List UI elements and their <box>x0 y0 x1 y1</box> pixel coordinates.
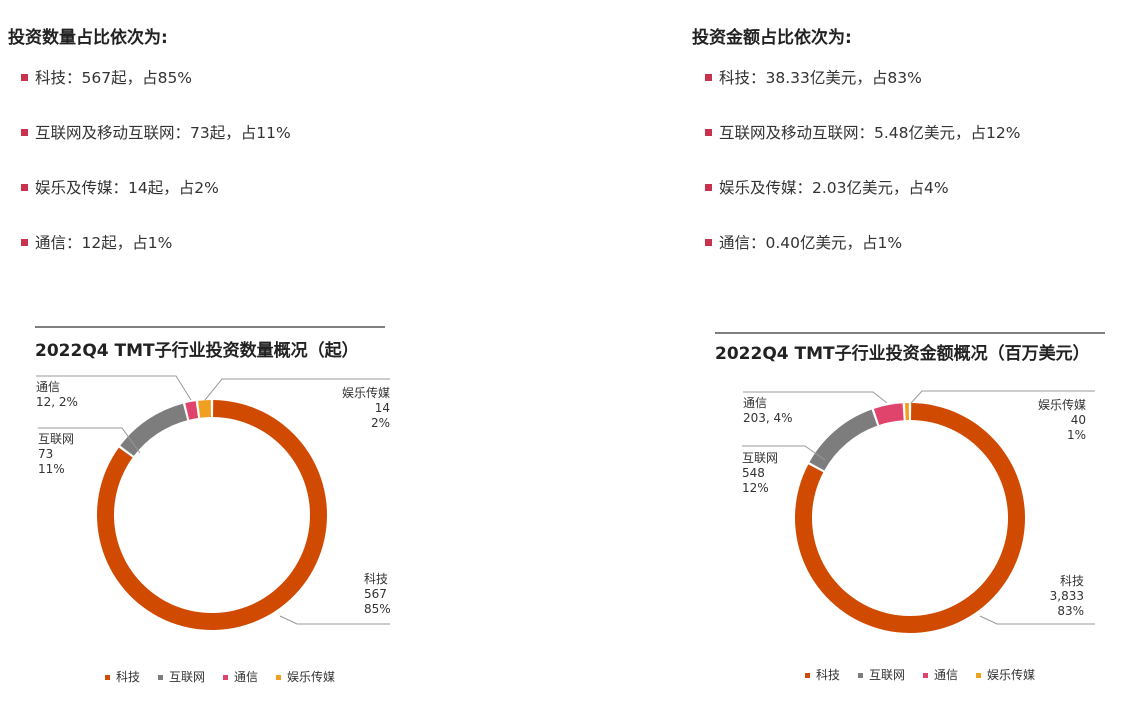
data-label-category: 科技 <box>364 572 388 586</box>
data-label-value: 1% <box>1067 428 1086 442</box>
legend-swatch <box>158 675 163 680</box>
left-column: 投资数量占比依次为: 科技：567起，占85% 互联网及移动互联网：73起，占1… <box>8 0 428 286</box>
donut-slice-通信 <box>185 401 199 420</box>
data-label-value: 567 <box>364 587 387 601</box>
data-label-category: 通信 <box>36 380 60 394</box>
chart-amount: 2022Q4 TMT子行业投资金额概况（百万美元） 科技 3,833 83% 互联网 54… <box>680 300 1125 706</box>
legend-swatch <box>976 673 981 678</box>
list-item-text: 互联网及移动互联网：5.48亿美元，占12% <box>719 124 1021 142</box>
data-label-category: 娱乐传媒 <box>342 385 390 400</box>
data-label-value: 2% <box>371 416 390 430</box>
data-label-value: 12, 2% <box>36 395 78 409</box>
legend-swatch <box>923 673 928 678</box>
leader-line <box>36 375 192 401</box>
list-item: 娱乐及传媒：14起，占2% <box>8 176 428 231</box>
list-item: 通信：12起，占1% <box>8 231 428 286</box>
right-list: 科技：38.33亿美元，占83% 互联网及移动互联网：5.48亿美元，占12% … <box>692 66 1112 286</box>
square-bullet-icon <box>21 129 28 136</box>
chart-title: 2022Q4 TMT子行业投资数量概况（起） <box>35 340 359 361</box>
square-bullet-icon <box>21 74 28 81</box>
data-label-category: 通信 <box>743 396 767 410</box>
legend-swatch <box>276 675 281 680</box>
leader-line <box>279 615 390 625</box>
data-label-value: 73 <box>38 447 53 461</box>
legend-label: 互联网 <box>869 668 905 682</box>
legend-swatch <box>858 673 863 678</box>
data-label-value: 85% <box>364 602 391 616</box>
chart-title: 2022Q4 TMT子行业投资金额概况（百万美元） <box>715 343 1090 364</box>
chart-count: 2022Q4 TMT子行业投资数量概况（起） 科技 567 85% 互联网 73 11% 通信… <box>0 300 560 706</box>
donut-slice-娱乐传媒 <box>198 400 211 418</box>
data-label-value: 548 <box>742 466 765 480</box>
data-label-value: 11% <box>38 462 65 476</box>
right-column: 投资金额占比依次为: 科技：38.33亿美元，占83% 互联网及移动互联网：5.… <box>692 0 1112 286</box>
legend-swatch <box>223 675 228 680</box>
donut-chart-count: 2022Q4 TMT子行业投资数量概况（起）科技56785%互联网7311%通信… <box>35 326 391 684</box>
data-label-value: 40 <box>1071 413 1086 427</box>
legend-label: 科技 <box>116 670 140 684</box>
list-item: 娱乐及传媒：2.03亿美元，占4% <box>692 176 1112 231</box>
list-item: 互联网及移动互联网：5.48亿美元，占12% <box>692 121 1112 176</box>
leader-line <box>38 427 141 454</box>
list-item-text: 娱乐及传媒：2.03亿美元，占4% <box>719 179 949 197</box>
data-label-value: 83% <box>1057 604 1084 618</box>
data-label-category: 娱乐传媒 <box>1038 397 1086 412</box>
legend-label: 娱乐传媒 <box>987 667 1035 682</box>
square-bullet-icon <box>21 239 28 246</box>
list-item-text: 科技：38.33亿美元，占83% <box>719 69 922 87</box>
leader-line <box>742 445 826 461</box>
square-bullet-icon <box>705 129 712 136</box>
square-bullet-icon <box>705 74 712 81</box>
list-item-text: 通信：0.40亿美元，占1% <box>719 234 903 252</box>
leader-line <box>910 390 1095 404</box>
list-item-text: 科技：567起，占85% <box>35 69 193 87</box>
data-label-category: 互联网 <box>38 432 74 446</box>
legend-label: 互联网 <box>169 670 205 684</box>
list-item-text: 互联网及移动互联网：73起，占11% <box>35 124 291 142</box>
list-item: 科技：38.33亿美元，占83% <box>692 66 1112 121</box>
left-list: 科技：567起，占85% 互联网及移动互联网：73起，占11% 娱乐及传媒：14… <box>8 66 428 286</box>
list-item: 科技：567起，占85% <box>8 66 428 121</box>
data-label-value: 203, 4% <box>743 411 793 425</box>
data-label-value: 14 <box>375 401 390 415</box>
square-bullet-icon <box>705 239 712 246</box>
donut-slice-娱乐传媒 <box>904 403 909 421</box>
list-item: 互联网及移动互联网：73起，占11% <box>8 121 428 176</box>
right-heading: 投资金额占比依次为: <box>692 28 852 48</box>
legend-swatch <box>105 675 110 680</box>
donut-slice-互联网 <box>809 409 878 471</box>
data-label-value: 12% <box>742 481 769 495</box>
list-item-text: 通信：12起，占1% <box>35 234 173 252</box>
donut-slice-互联网 <box>120 403 188 456</box>
square-bullet-icon <box>705 184 712 191</box>
left-heading: 投资数量占比依次为: <box>8 28 168 48</box>
leader-line <box>979 615 1095 625</box>
legend-label: 通信 <box>934 668 958 682</box>
legend-label: 娱乐传媒 <box>287 669 335 684</box>
leader-line <box>204 378 390 401</box>
legend-label: 通信 <box>234 670 258 684</box>
legend-swatch <box>805 673 810 678</box>
list-item: 通信：0.40亿美元，占1% <box>692 231 1112 286</box>
list-item-text: 娱乐及传媒：14起，占2% <box>35 179 219 197</box>
leader-line <box>743 391 888 404</box>
square-bullet-icon <box>21 184 28 191</box>
data-label-category: 科技 <box>1060 574 1084 588</box>
data-label-value: 3,833 <box>1050 589 1084 603</box>
donut-slice-通信 <box>873 403 904 425</box>
data-label-category: 互联网 <box>742 451 778 465</box>
donut-chart-amount: 2022Q4 TMT子行业投资金额概况（百万美元）科技3,83383%互联网54… <box>715 332 1105 682</box>
legend-label: 科技 <box>816 668 840 682</box>
